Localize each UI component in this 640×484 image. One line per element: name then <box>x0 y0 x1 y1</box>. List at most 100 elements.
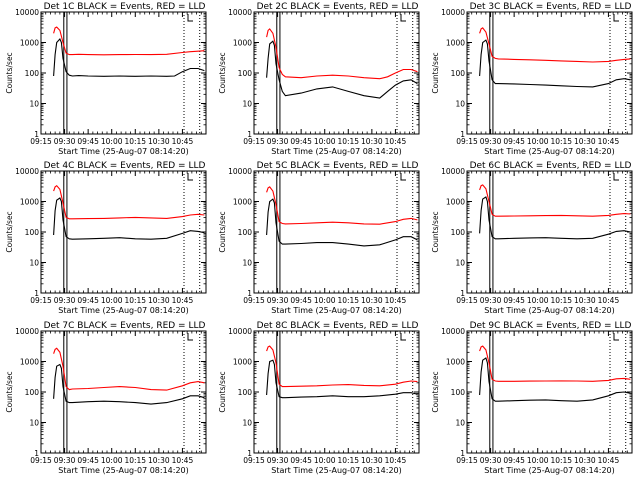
x-tick-label: 10:30 <box>361 137 383 146</box>
events-series-line <box>479 357 631 402</box>
y-tick-label: 100 <box>238 228 253 237</box>
x-tick-label: 09:15 <box>243 296 265 305</box>
x-tick-label: 09:30 <box>54 456 76 465</box>
x-tick-label: 09:45 <box>77 296 99 305</box>
x-tick-label: 10:45 <box>598 456 620 465</box>
y-axis-label: Counts/sec <box>218 211 227 252</box>
x-tick-label: 10:00 <box>527 296 549 305</box>
y-tick-label: 100 <box>238 388 253 397</box>
x-tick-label: 10:00 <box>101 456 123 465</box>
x-tick-label: 09:30 <box>54 296 76 305</box>
x-tick-label: 09:30 <box>480 456 502 465</box>
x-tick-label: 10:45 <box>385 137 407 146</box>
x-tick-label: 10:30 <box>574 137 596 146</box>
y-tick-label: 1 <box>34 289 39 298</box>
panel-title: Det 5C BLACK = Events, RED = LLD <box>257 161 419 171</box>
bracket-marker <box>613 173 619 181</box>
plot-frame <box>466 330 633 454</box>
y-tick-label: 10000 <box>441 8 465 17</box>
x-tick-label: 09:45 <box>503 296 525 305</box>
y-tick-label: 10000 <box>228 8 252 17</box>
detector-panel-9: Det 9C BLACK = Events, RED = LLD 1 10 100 10… <box>431 321 633 475</box>
y-tick-label: 1 <box>460 449 465 458</box>
y-axis-label: Counts/sec <box>218 52 227 93</box>
x-tick-label: 09:30 <box>267 296 289 305</box>
events-series-line <box>53 37 205 77</box>
events-series-line <box>266 359 418 399</box>
y-tick-label: 10 <box>242 419 252 428</box>
panel-title: Det 9C BLACK = Events, RED = LLD <box>470 321 632 331</box>
x-tick-label: 09:15 <box>30 456 52 465</box>
panel-title: Det 7C BLACK = Events, RED = LLD <box>44 321 206 331</box>
y-tick-label: 10 <box>455 259 465 268</box>
x-tick-label: 09:45 <box>290 296 312 305</box>
detector-panel-5: Det 5C BLACK = Events, RED = LLD 1 10 100 10… <box>218 161 420 315</box>
x-tick-label: 10:45 <box>172 296 194 305</box>
x-tick-label: 10:15 <box>337 296 359 305</box>
y-tick-label: 100 <box>451 228 466 237</box>
detector-panel-1: Det 1C BLACK = Events, RED = LLD 1 10 100 10… <box>5 2 207 156</box>
y-tick-label: 100 <box>25 388 40 397</box>
y-tick-label: 1 <box>247 289 252 298</box>
y-axis-label: Counts/sec <box>218 371 227 412</box>
bracket-marker <box>400 14 406 22</box>
x-axis-label: Start Time (25-Aug-07 08:14:20) <box>58 147 189 156</box>
y-tick-label: 10000 <box>441 167 465 176</box>
y-tick-label: 10 <box>242 100 252 109</box>
x-tick-label: 09:45 <box>77 456 99 465</box>
y-tick-label: 100 <box>25 228 40 237</box>
x-tick-label: 09:30 <box>480 296 502 305</box>
y-tick-label: 1000 <box>233 39 252 48</box>
y-tick-label: 10 <box>29 419 39 428</box>
bracket-marker <box>613 14 619 22</box>
x-axis-label: Start Time (25-Aug-07 08:14:20) <box>58 306 189 315</box>
x-tick-label: 10:15 <box>337 137 359 146</box>
x-tick-label: 09:45 <box>503 137 525 146</box>
detector-panel-6: Det 6C BLACK = Events, RED = LLD 1 10 100 10… <box>431 161 633 315</box>
x-tick-label: 09:30 <box>267 456 289 465</box>
x-tick-label: 10:30 <box>361 456 383 465</box>
y-tick-label: 10000 <box>441 327 465 336</box>
x-tick-label: 09:30 <box>54 137 76 146</box>
y-tick-label: 1000 <box>446 358 465 367</box>
y-tick-label: 10000 <box>228 327 252 336</box>
y-tick-label: 1 <box>247 130 252 139</box>
y-tick-label: 1 <box>34 130 39 139</box>
x-tick-label: 10:30 <box>574 456 596 465</box>
x-tick-label: 09:15 <box>456 296 478 305</box>
y-tick-label: 100 <box>451 388 466 397</box>
x-tick-label: 09:45 <box>290 137 312 146</box>
plot-frame <box>40 11 207 135</box>
x-axis-label: Start Time (25-Aug-07 08:14:20) <box>484 147 615 156</box>
events-series-line <box>479 196 631 240</box>
y-tick-label: 10 <box>455 419 465 428</box>
lld-series-line <box>266 186 418 225</box>
y-tick-label: 1000 <box>20 39 39 48</box>
lld-series-line <box>479 345 631 382</box>
x-tick-label: 10:45 <box>598 296 620 305</box>
panel-title: Det 8C BLACK = Events, RED = LLD <box>257 321 419 331</box>
plot-frame <box>253 170 420 294</box>
plot-frame <box>253 330 420 454</box>
bracket-marker <box>187 333 193 341</box>
y-tick-label: 1000 <box>20 358 39 367</box>
x-axis-label: Start Time (25-Aug-07 08:14:20) <box>271 306 402 315</box>
x-tick-label: 10:15 <box>124 137 146 146</box>
y-tick-label: 10000 <box>15 167 39 176</box>
plot-frame <box>40 330 207 454</box>
y-axis-label: Counts/sec <box>5 371 14 412</box>
x-tick-label: 10:00 <box>314 137 336 146</box>
x-tick-label: 10:45 <box>385 296 407 305</box>
x-tick-label: 10:00 <box>314 456 336 465</box>
y-tick-label: 10000 <box>15 327 39 336</box>
x-tick-label: 10:15 <box>550 296 572 305</box>
lld-series-line <box>53 26 205 56</box>
x-tick-label: 09:30 <box>267 137 289 146</box>
x-tick-label: 10:00 <box>314 296 336 305</box>
y-tick-label: 100 <box>25 69 40 78</box>
lld-series-line <box>479 184 631 217</box>
panel-title: Det 1C BLACK = Events, RED = LLD <box>44 2 206 12</box>
x-tick-label: 09:15 <box>30 296 52 305</box>
y-tick-label: 1000 <box>233 198 252 207</box>
